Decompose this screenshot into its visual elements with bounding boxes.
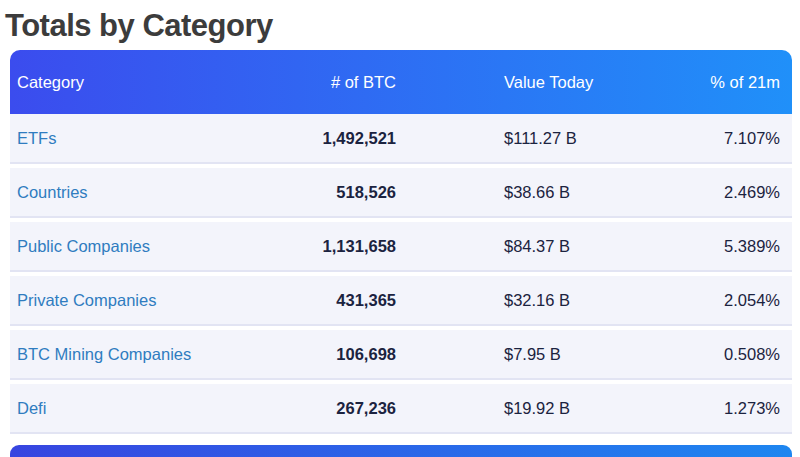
btc-count: 1,131,658 xyxy=(290,237,400,256)
table-header-row: Category # of BTC Value Today % of 21m xyxy=(10,50,792,114)
value-today: $19.92 B xyxy=(400,399,650,418)
value-today: $7.95 B xyxy=(400,345,650,364)
column-header-btc: # of BTC xyxy=(290,73,400,92)
page: Totals by Category Category # of BTC Val… xyxy=(0,0,800,457)
column-header-pct-21m: % of 21m xyxy=(650,73,792,92)
pct-of-21m: 2.469% xyxy=(650,183,792,202)
value-today: $111.27 B xyxy=(400,129,650,148)
table-row: Public Companies 1,131,658 $84.37 B 5.38… xyxy=(10,222,792,272)
table-row: Defi 267,236 $19.92 B 1.273% xyxy=(10,384,792,434)
value-today: $38.66 B xyxy=(400,183,650,202)
btc-count: 518,526 xyxy=(290,183,400,202)
table-row: BTC Mining Companies 106,698 $7.95 B 0.5… xyxy=(10,330,792,380)
totals-by-category-table: Category # of BTC Value Today % of 21m E… xyxy=(10,50,792,434)
btc-count: 106,698 xyxy=(290,345,400,364)
category-link-etfs[interactable]: ETFs xyxy=(17,129,56,147)
btc-count: 267,236 xyxy=(290,399,400,418)
pct-of-21m: 0.508% xyxy=(650,345,792,364)
column-header-value-today: Value Today xyxy=(400,73,650,92)
btc-count: 431,365 xyxy=(290,291,400,310)
table-row: ETFs 1,492,521 $111.27 B 7.107% xyxy=(10,114,792,164)
category-link-private-companies[interactable]: Private Companies xyxy=(17,291,156,309)
value-today: $84.37 B xyxy=(400,237,650,256)
category-link-defi[interactable]: Defi xyxy=(17,399,46,417)
column-header-category: Category xyxy=(10,73,290,92)
next-table-header-sliver xyxy=(10,445,792,457)
btc-count: 1,492,521 xyxy=(290,129,400,148)
page-title: Totals by Category xyxy=(0,0,800,46)
value-today: $32.16 B xyxy=(400,291,650,310)
pct-of-21m: 5.389% xyxy=(650,237,792,256)
category-link-public-companies[interactable]: Public Companies xyxy=(17,237,150,255)
category-link-countries[interactable]: Countries xyxy=(17,183,88,201)
category-link-btc-mining-companies[interactable]: BTC Mining Companies xyxy=(17,345,191,363)
pct-of-21m: 1.273% xyxy=(650,399,792,418)
pct-of-21m: 7.107% xyxy=(650,129,792,148)
table-row: Private Companies 431,365 $32.16 B 2.054… xyxy=(10,276,792,326)
pct-of-21m: 2.054% xyxy=(650,291,792,310)
table-row: Countries 518,526 $38.66 B 2.469% xyxy=(10,168,792,218)
